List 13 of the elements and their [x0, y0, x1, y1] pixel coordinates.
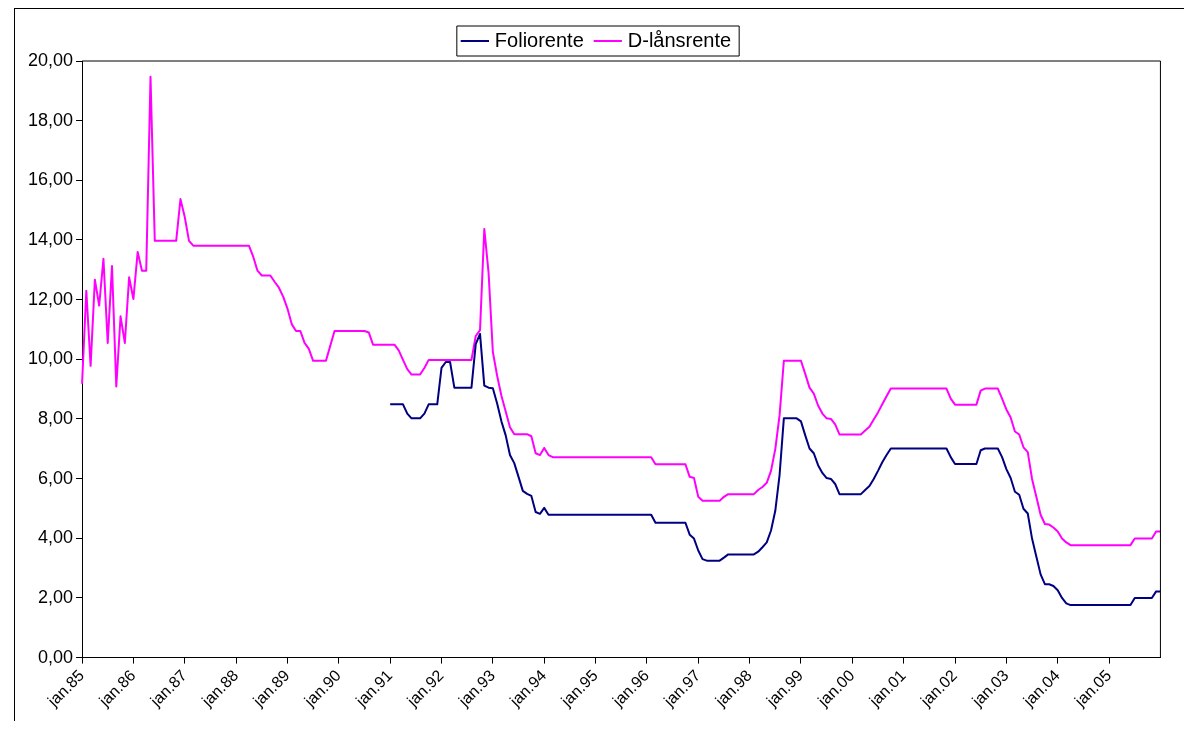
y-tick-label: 8,00: [38, 407, 74, 428]
legend-label: D-lånsrente: [627, 28, 732, 51]
y-tick-label: 20,00: [28, 49, 74, 70]
y-tick-label: 12,00: [28, 288, 74, 309]
legend-label: Foliorente: [494, 28, 584, 51]
y-tick-label: 16,00: [28, 169, 74, 190]
y-tick-label: 18,00: [28, 109, 74, 130]
y-tick-label: 6,00: [38, 467, 74, 488]
y-tick-label: 2,00: [38, 586, 74, 607]
y-tick-label: 10,00: [28, 348, 74, 369]
y-tick-label: 14,00: [28, 228, 74, 249]
y-tick-label: 4,00: [38, 527, 74, 548]
y-tick-label: 0,00: [38, 646, 74, 667]
